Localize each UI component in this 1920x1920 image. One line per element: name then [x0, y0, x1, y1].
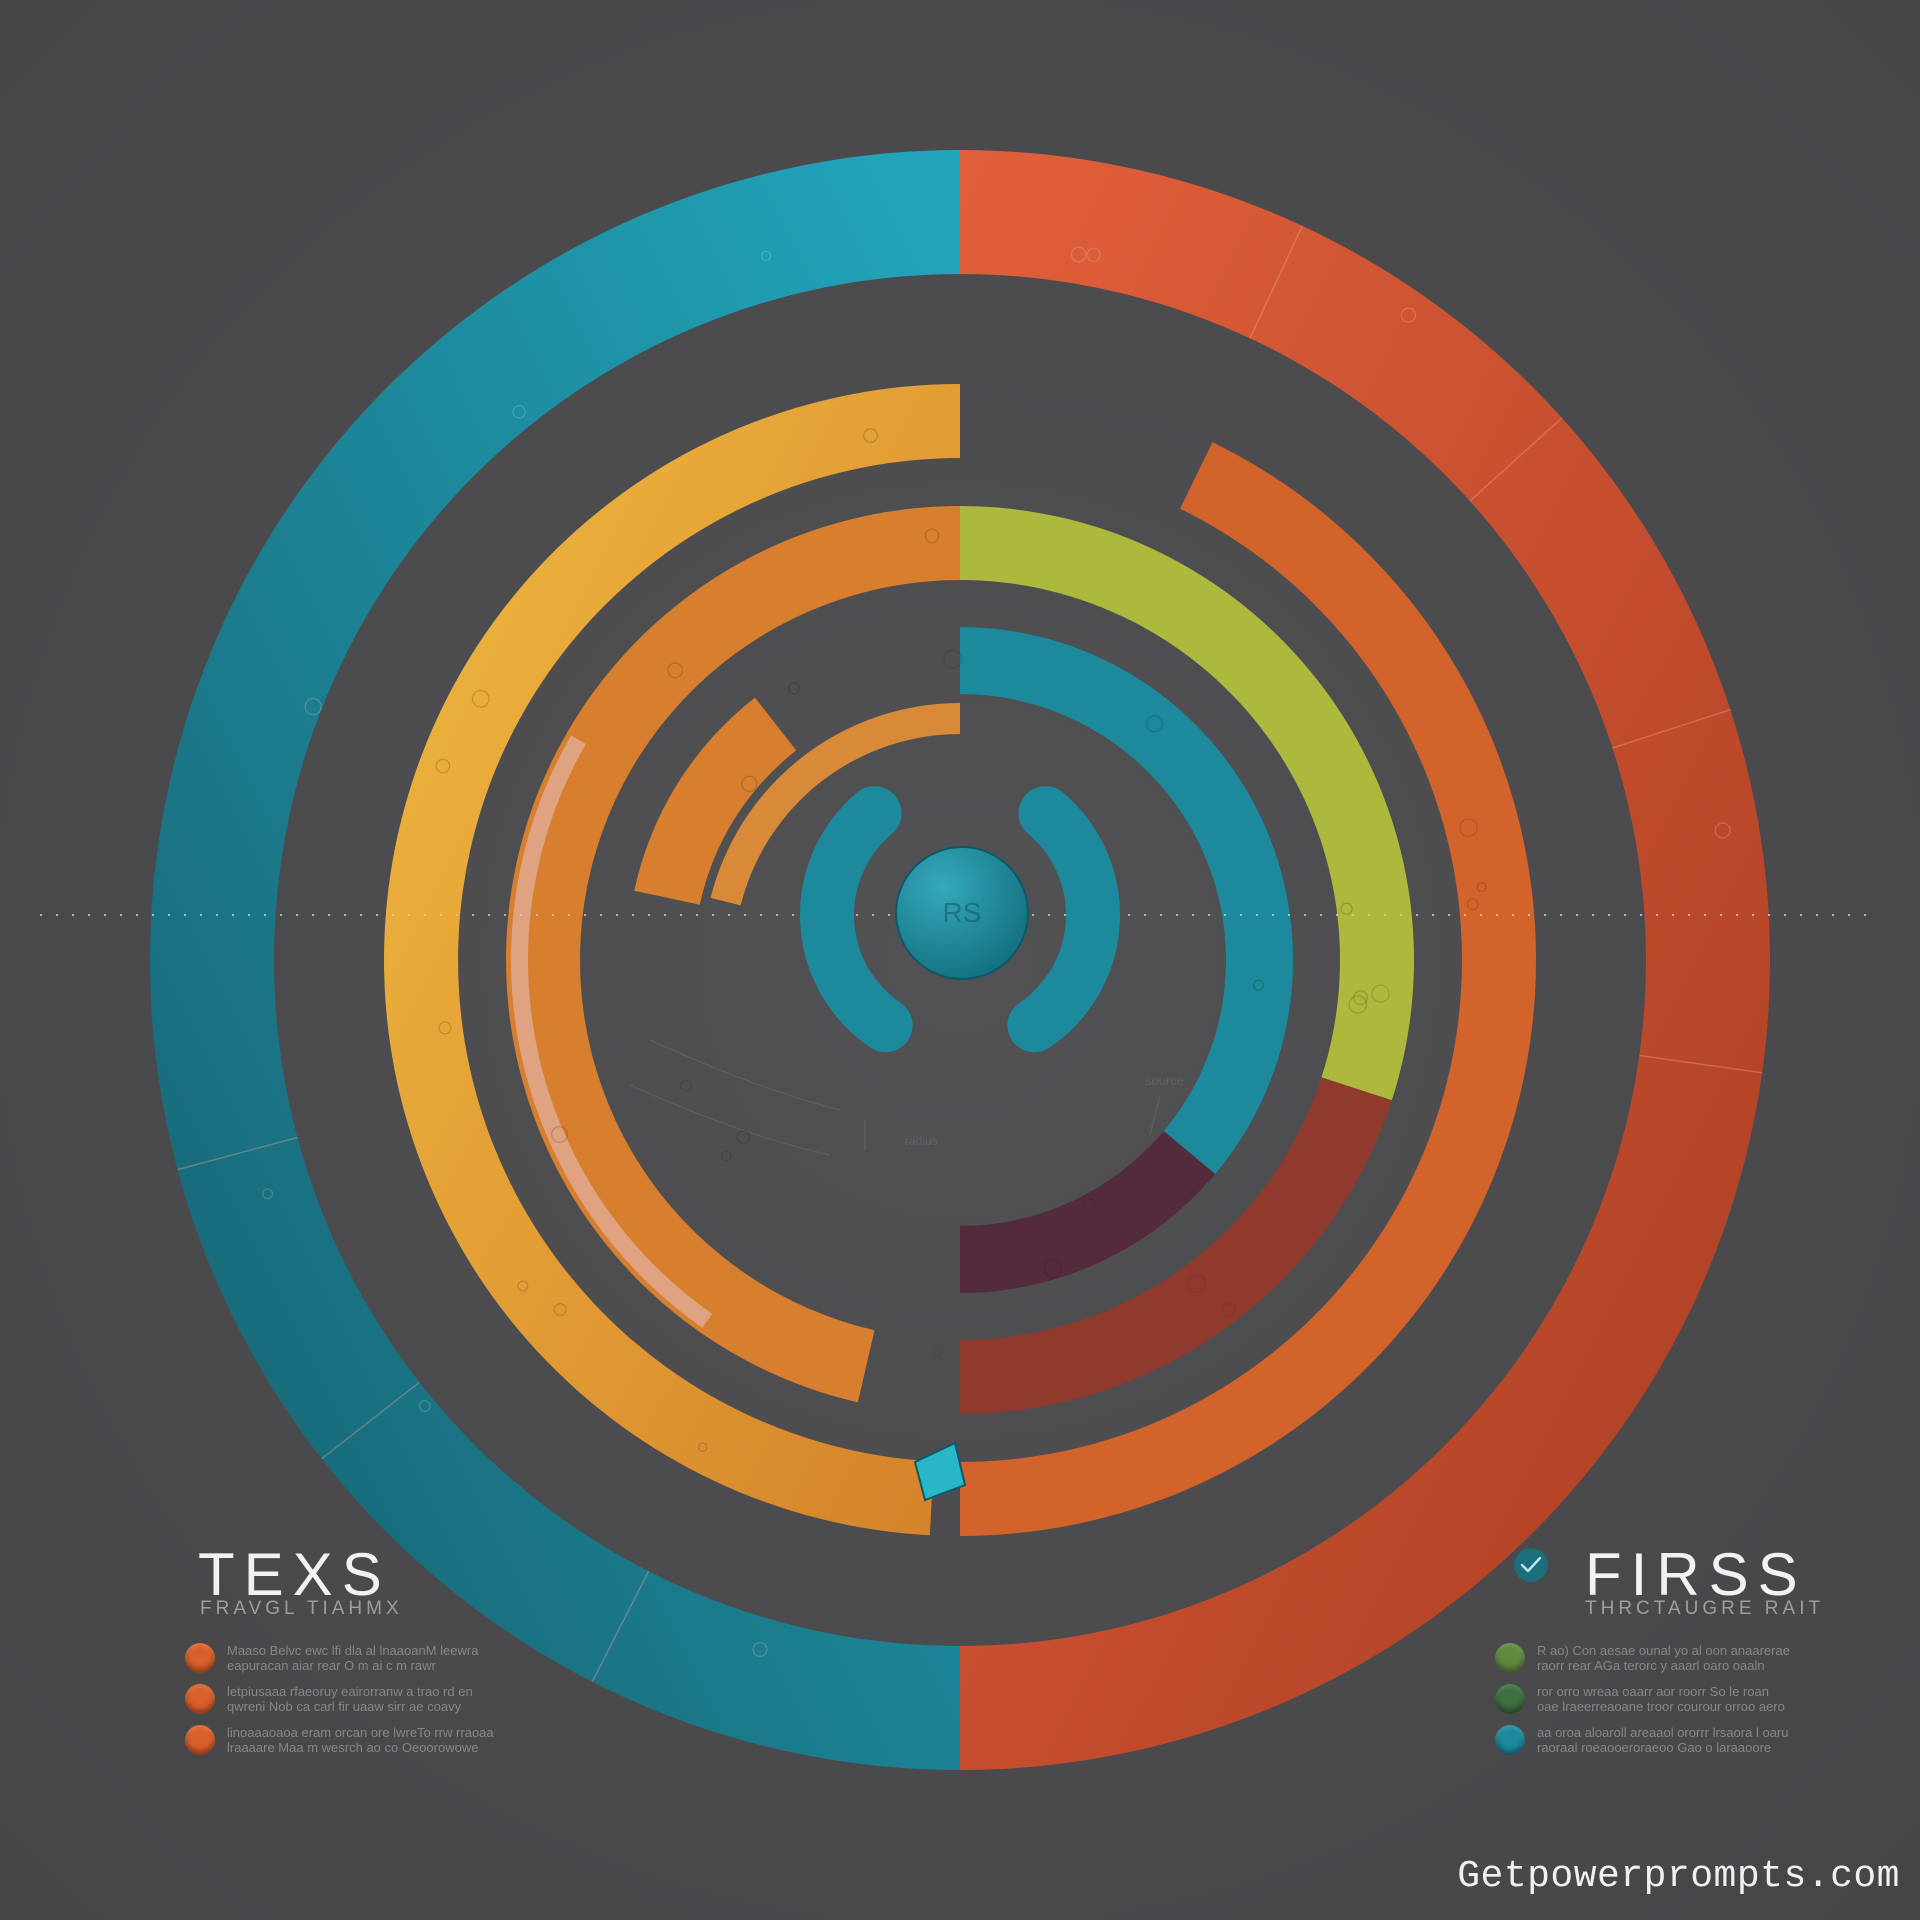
- svg-text:RS: RS: [943, 897, 982, 928]
- svg-text:radius: radius: [905, 1134, 938, 1148]
- svg-text:source: source: [1145, 1073, 1184, 1088]
